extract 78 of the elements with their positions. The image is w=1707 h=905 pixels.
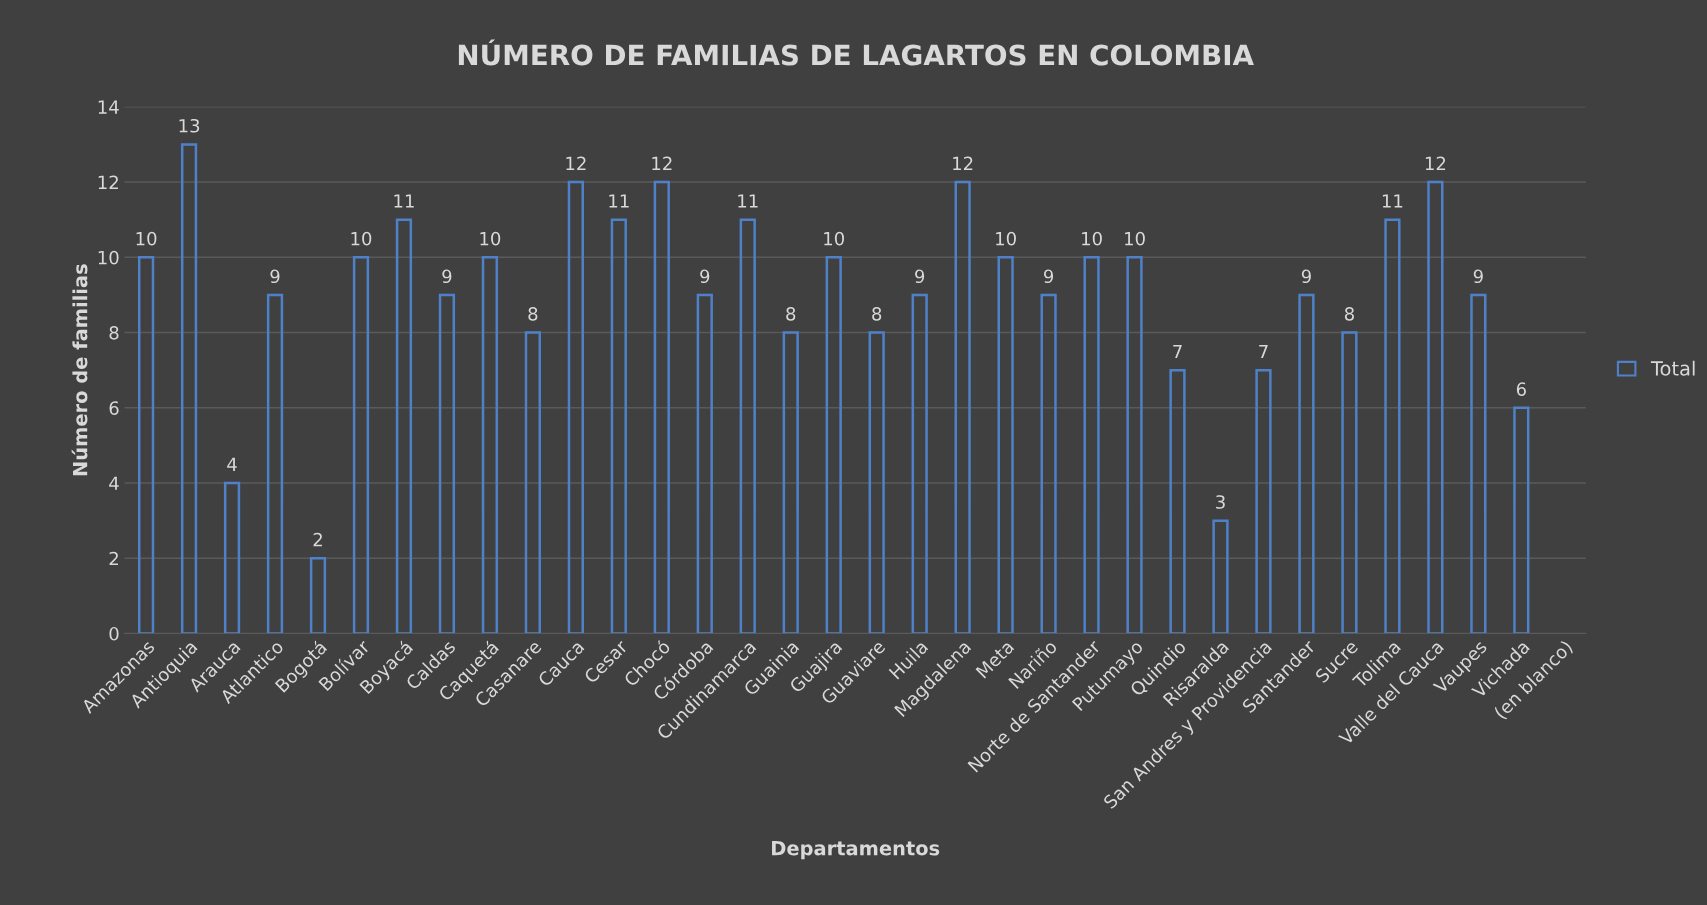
data-label: 6 [1516,382,1526,396]
bar [481,256,499,634]
x-axis-title: Departamentos [772,841,940,860]
data-label: 11 [738,194,758,208]
data-label: 10 [824,231,845,246]
data-label: 12 [566,156,586,170]
bar [352,256,370,634]
bar [524,331,542,634]
bar [137,256,155,634]
data-label: 11 [394,194,414,208]
data-label: 7 [1173,344,1182,359]
data-label: 3 [1216,495,1225,509]
data-label: 12 [652,156,672,170]
data-label: 8 [528,307,538,321]
data-label: 11 [1382,194,1403,208]
bar [1169,368,1186,634]
bar [180,143,198,634]
data-label: 8 [872,307,882,321]
data-label: 10 [1082,231,1102,246]
data-label: 8 [1344,307,1354,321]
bar [1298,293,1315,634]
y-tick-label: 2 [109,551,118,566]
y-tick-label: 8 [109,325,119,340]
bar [395,218,413,634]
data-label: 10 [1125,231,1145,246]
bar [696,293,713,634]
bar [954,180,971,634]
bar [997,256,1014,634]
bar [868,331,885,634]
y-tick-label: 4 [109,476,119,490]
y-tick-label: 12 [98,175,118,189]
data-label: 13 [179,118,200,133]
data-label: 9 [1473,269,1483,284]
bar [911,293,928,634]
data-label: 4 [227,457,237,471]
y-tick-label: 14 [98,100,119,114]
data-label: 10 [351,231,372,246]
data-label: 8 [786,307,796,321]
bar [438,293,456,634]
data-label: 9 [270,269,280,284]
data-label: 11 [609,194,629,208]
data-label: 10 [996,231,1016,246]
data-label: 12 [1425,156,1446,170]
bar [782,331,799,634]
bar [567,180,584,634]
bar [739,218,756,634]
bar [610,218,627,634]
data-label: 9 [1301,269,1311,284]
bar [1255,368,1272,634]
data-label: 9 [700,269,710,284]
data-label: 9 [1043,269,1054,284]
bar [1427,180,1444,634]
y-tick-label: 0 [109,626,119,641]
y-axis-title: Número de familias [71,264,88,476]
data-label: 2 [313,532,322,547]
y-tick-label: 10 [98,250,119,265]
legend-label: Total [1650,360,1695,376]
bar [266,293,284,634]
bar [1040,293,1057,634]
data-label: 9 [442,269,452,284]
data-label: 12 [953,156,973,170]
data-label: 10 [480,231,501,246]
bar [309,557,327,634]
bar [1513,406,1530,634]
bar [825,256,842,634]
bar [1341,331,1358,634]
chart-title: NÚMERO DE FAMILIAS DE LAGARTOS EN COLOMBIA [458,39,1254,66]
bar [1126,256,1143,634]
data-label: 10 [136,231,157,246]
bar [1470,293,1487,634]
bar [1212,519,1229,634]
y-tick-label: 6 [109,401,119,415]
data-label: 7 [1259,344,1268,359]
bar [653,180,670,634]
bar [1384,218,1401,634]
data-label: 9 [915,269,925,284]
bar [1083,256,1100,634]
bar [223,481,241,634]
